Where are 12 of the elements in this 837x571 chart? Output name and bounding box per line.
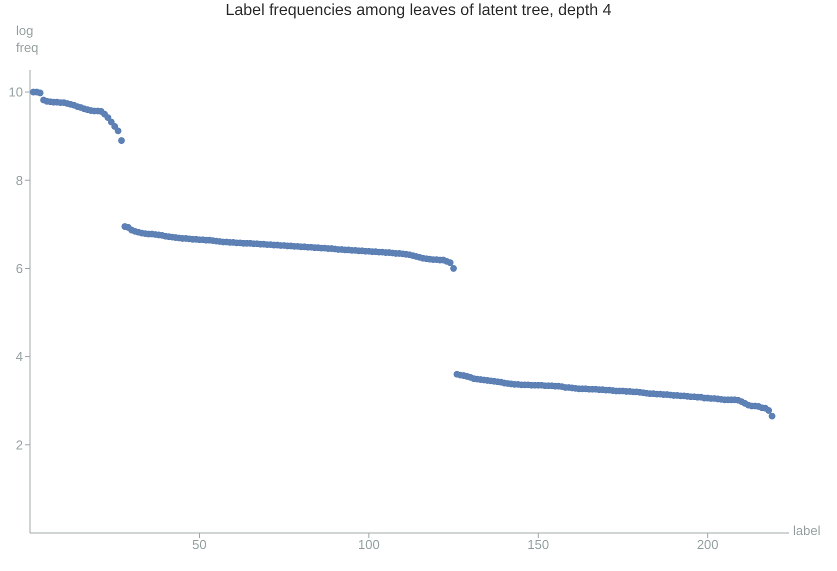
y-tick-label: 6: [16, 261, 23, 276]
x-axis-title: label: [793, 523, 820, 538]
x-tick-label: 50: [192, 537, 207, 552]
y-axis-title: log freq: [16, 22, 38, 56]
x-tick-label: 200: [696, 537, 719, 552]
y-tick-label: 10: [8, 84, 23, 100]
y-tick-label: 8: [16, 172, 23, 188]
y-tick-label: 4: [16, 349, 23, 364]
chart-title: Label frequencies among leaves of latent tree, depth 4: [224, 2, 613, 20]
x-tick-label: 100: [358, 537, 380, 552]
x-tick-label: 150: [527, 537, 550, 552]
y-tick-label: 2: [16, 437, 23, 452]
